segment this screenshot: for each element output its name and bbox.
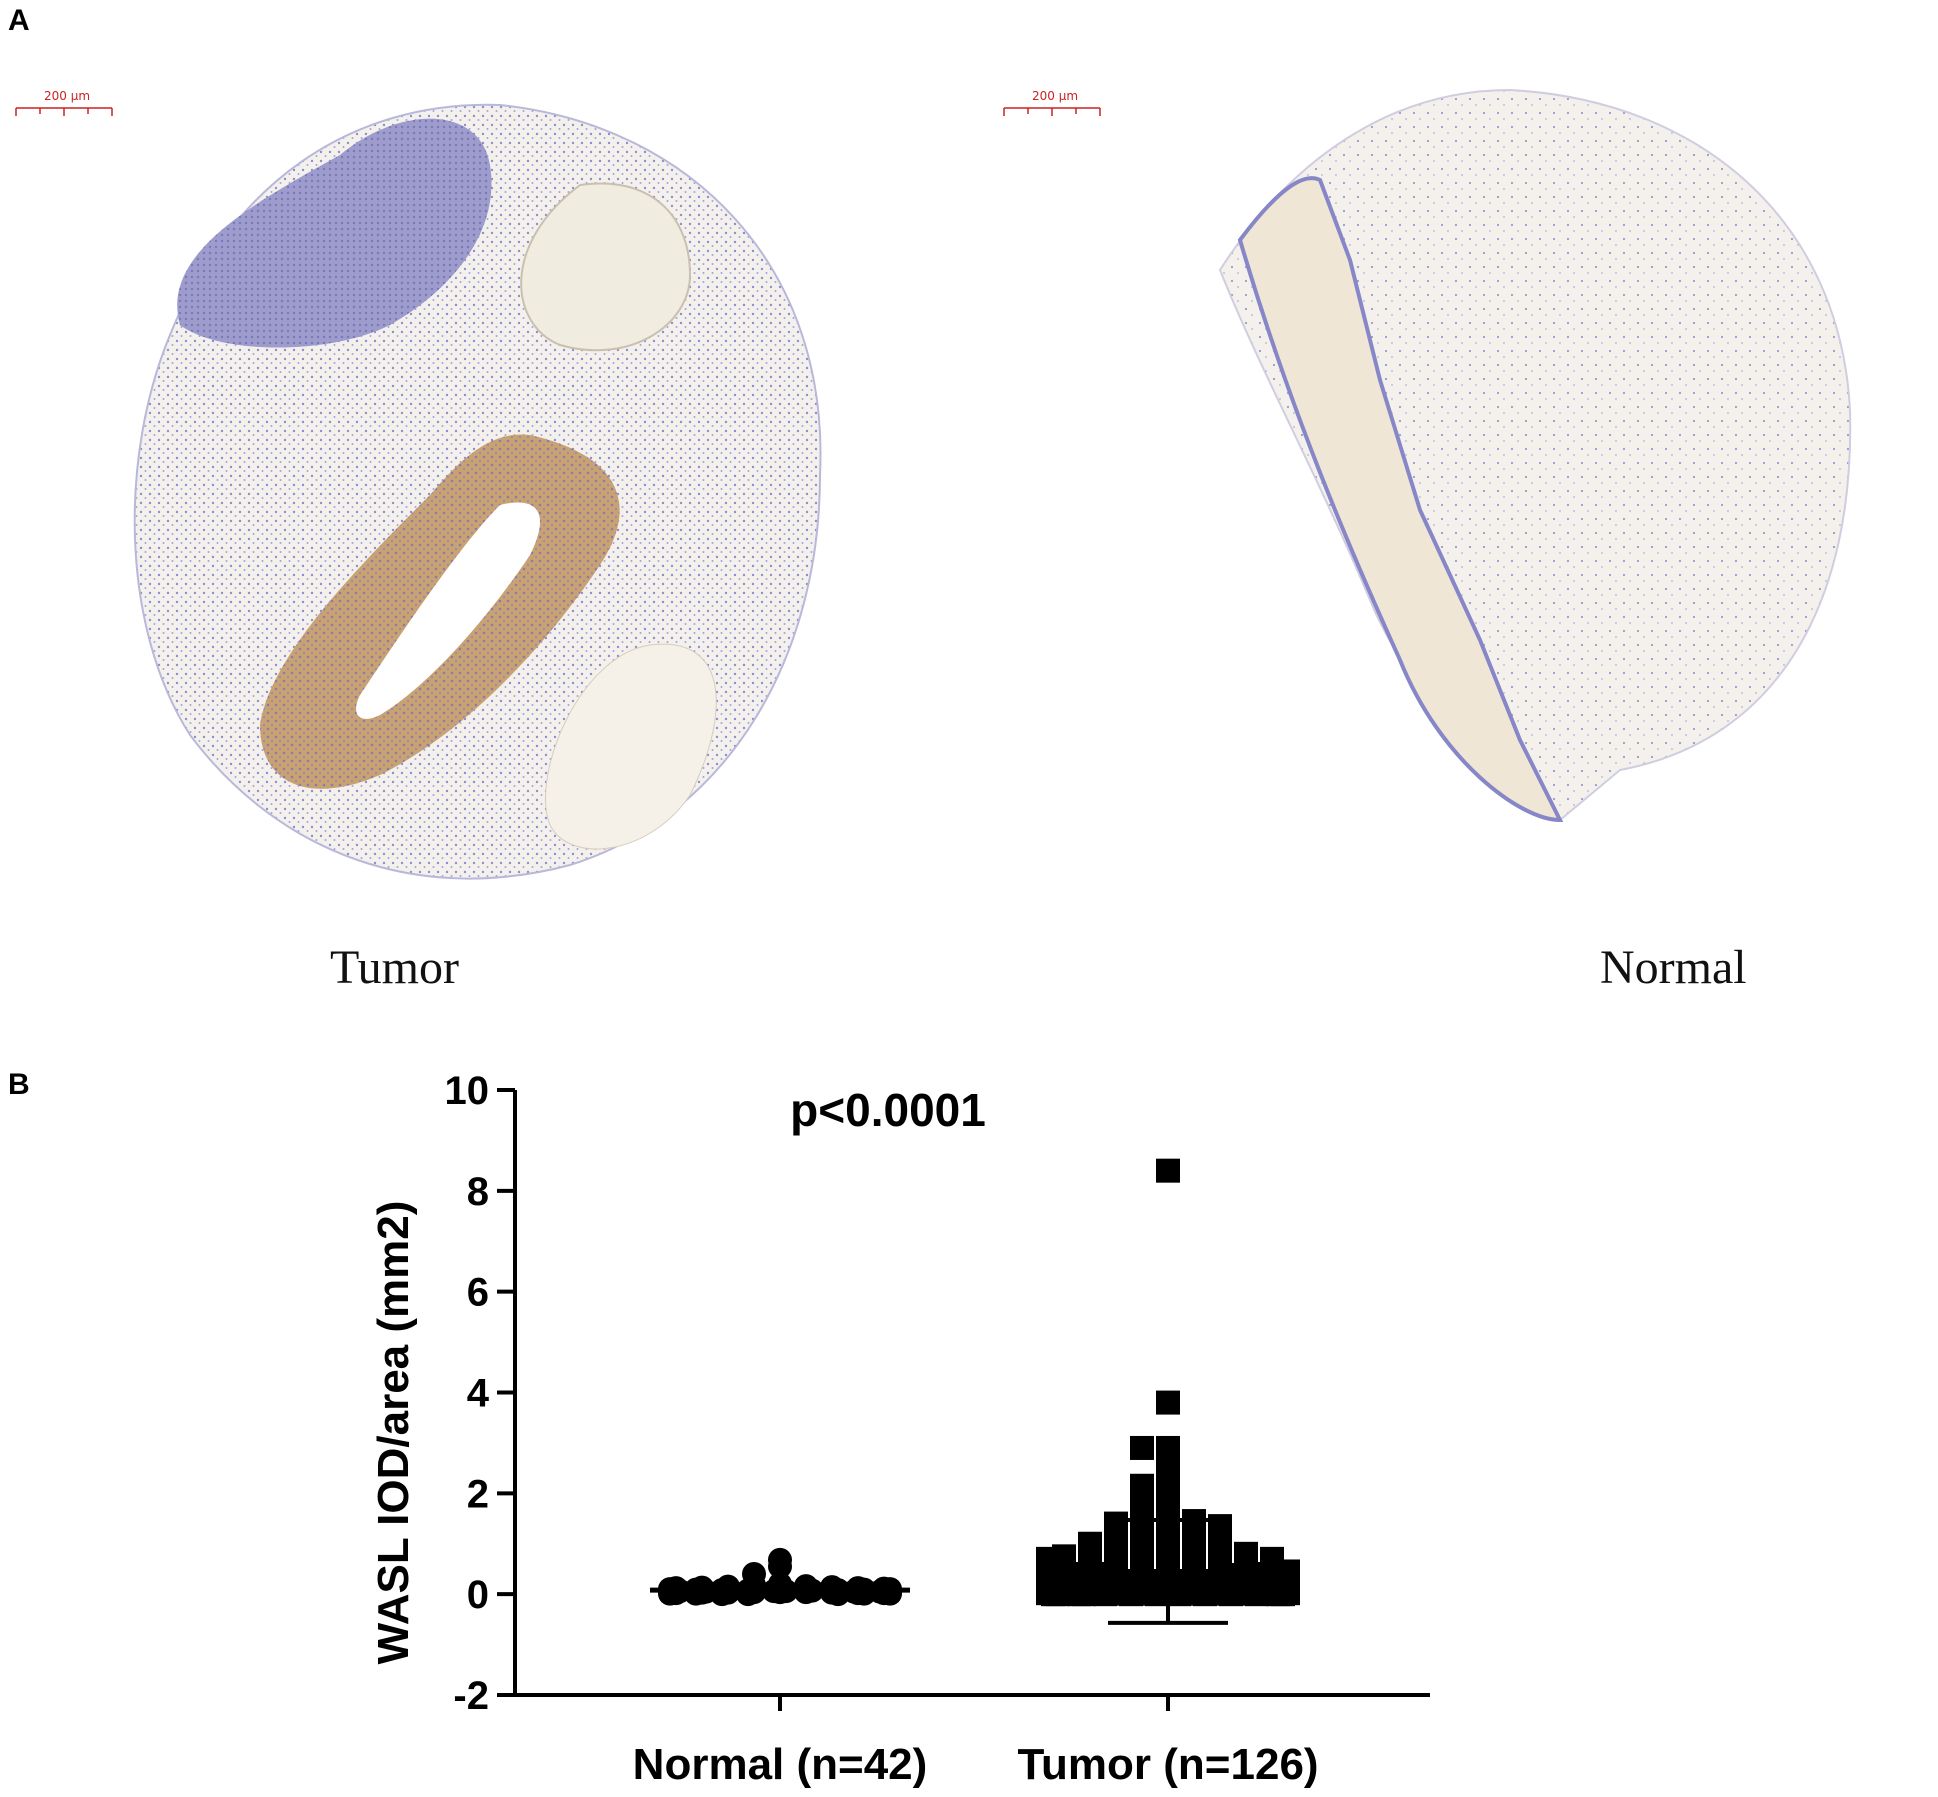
tumor-pale-region <box>520 182 692 352</box>
tumor-epithelial-nest <box>177 118 492 348</box>
scale-bar-normal: 200 µm <box>1003 89 1101 116</box>
data-point-tumor <box>1245 1582 1269 1607</box>
y-tick-label: 10 <box>445 1069 490 1113</box>
y-axis-label: WASL IOD/area (mm2) <box>369 1201 418 1665</box>
data-point-tumor <box>1156 1443 1180 1468</box>
scale-bar-tumor: 200 µm <box>15 89 113 116</box>
chart-axes: -2 0 2 4 6 8 10 Normal (n=42) Tumor (n=126) WASL … <box>369 1069 1430 1789</box>
data-point-normal <box>684 1581 708 1606</box>
y-tick-label: 2 <box>467 1472 489 1516</box>
chart-marks <box>650 1158 1300 1625</box>
tumor-micrograph <box>133 103 822 880</box>
tumor-pale-region-lower <box>545 643 717 850</box>
data-point-tumor <box>1145 1582 1169 1607</box>
x-tick-label: Tumor (n=126) <box>1017 1740 1318 1789</box>
tumor-caption: Tumor <box>330 941 459 994</box>
data-point-tumor <box>1193 1582 1217 1607</box>
scale-bar-label: 200 µm <box>44 89 90 103</box>
data-point-tumor <box>1156 1390 1180 1415</box>
data-point-tumor <box>1156 1158 1180 1183</box>
data-point-tumor <box>1266 1582 1290 1607</box>
panel-label-a: A <box>8 4 30 37</box>
data-point-normal <box>658 1581 682 1606</box>
p-value-annotation: p<0.0001 <box>790 1084 986 1136</box>
normal-epithelium-layer <box>1237 176 1564 823</box>
data-point-normal <box>878 1581 902 1606</box>
data-point-tumor <box>1130 1435 1154 1460</box>
data-point-normal <box>852 1581 876 1606</box>
y-tick-label: 0 <box>467 1573 489 1617</box>
data-point-tumor <box>1072 1582 1096 1607</box>
data-point-tumor <box>1219 1582 1243 1607</box>
data-point-tumor <box>1046 1582 1070 1607</box>
y-tick-label: 6 <box>467 1271 489 1315</box>
tumor-duct-lumen <box>356 502 540 719</box>
y-tick-label: -2 <box>453 1674 489 1718</box>
scale-bar-label: 200 µm <box>1032 89 1078 103</box>
panel-label-b: B <box>8 1068 30 1101</box>
normal-caption: Normal <box>1600 941 1747 994</box>
data-point-tumor <box>1167 1582 1191 1607</box>
data-point-tumor <box>1119 1582 1143 1607</box>
y-tick-label: 8 <box>467 1170 489 1214</box>
x-tick-label: Normal (n=42) <box>633 1740 928 1789</box>
data-point-tumor <box>1093 1582 1117 1607</box>
data-point-normal <box>768 1547 792 1572</box>
normal-micrograph <box>1218 88 1852 823</box>
y-tick-label: 4 <box>467 1372 490 1416</box>
